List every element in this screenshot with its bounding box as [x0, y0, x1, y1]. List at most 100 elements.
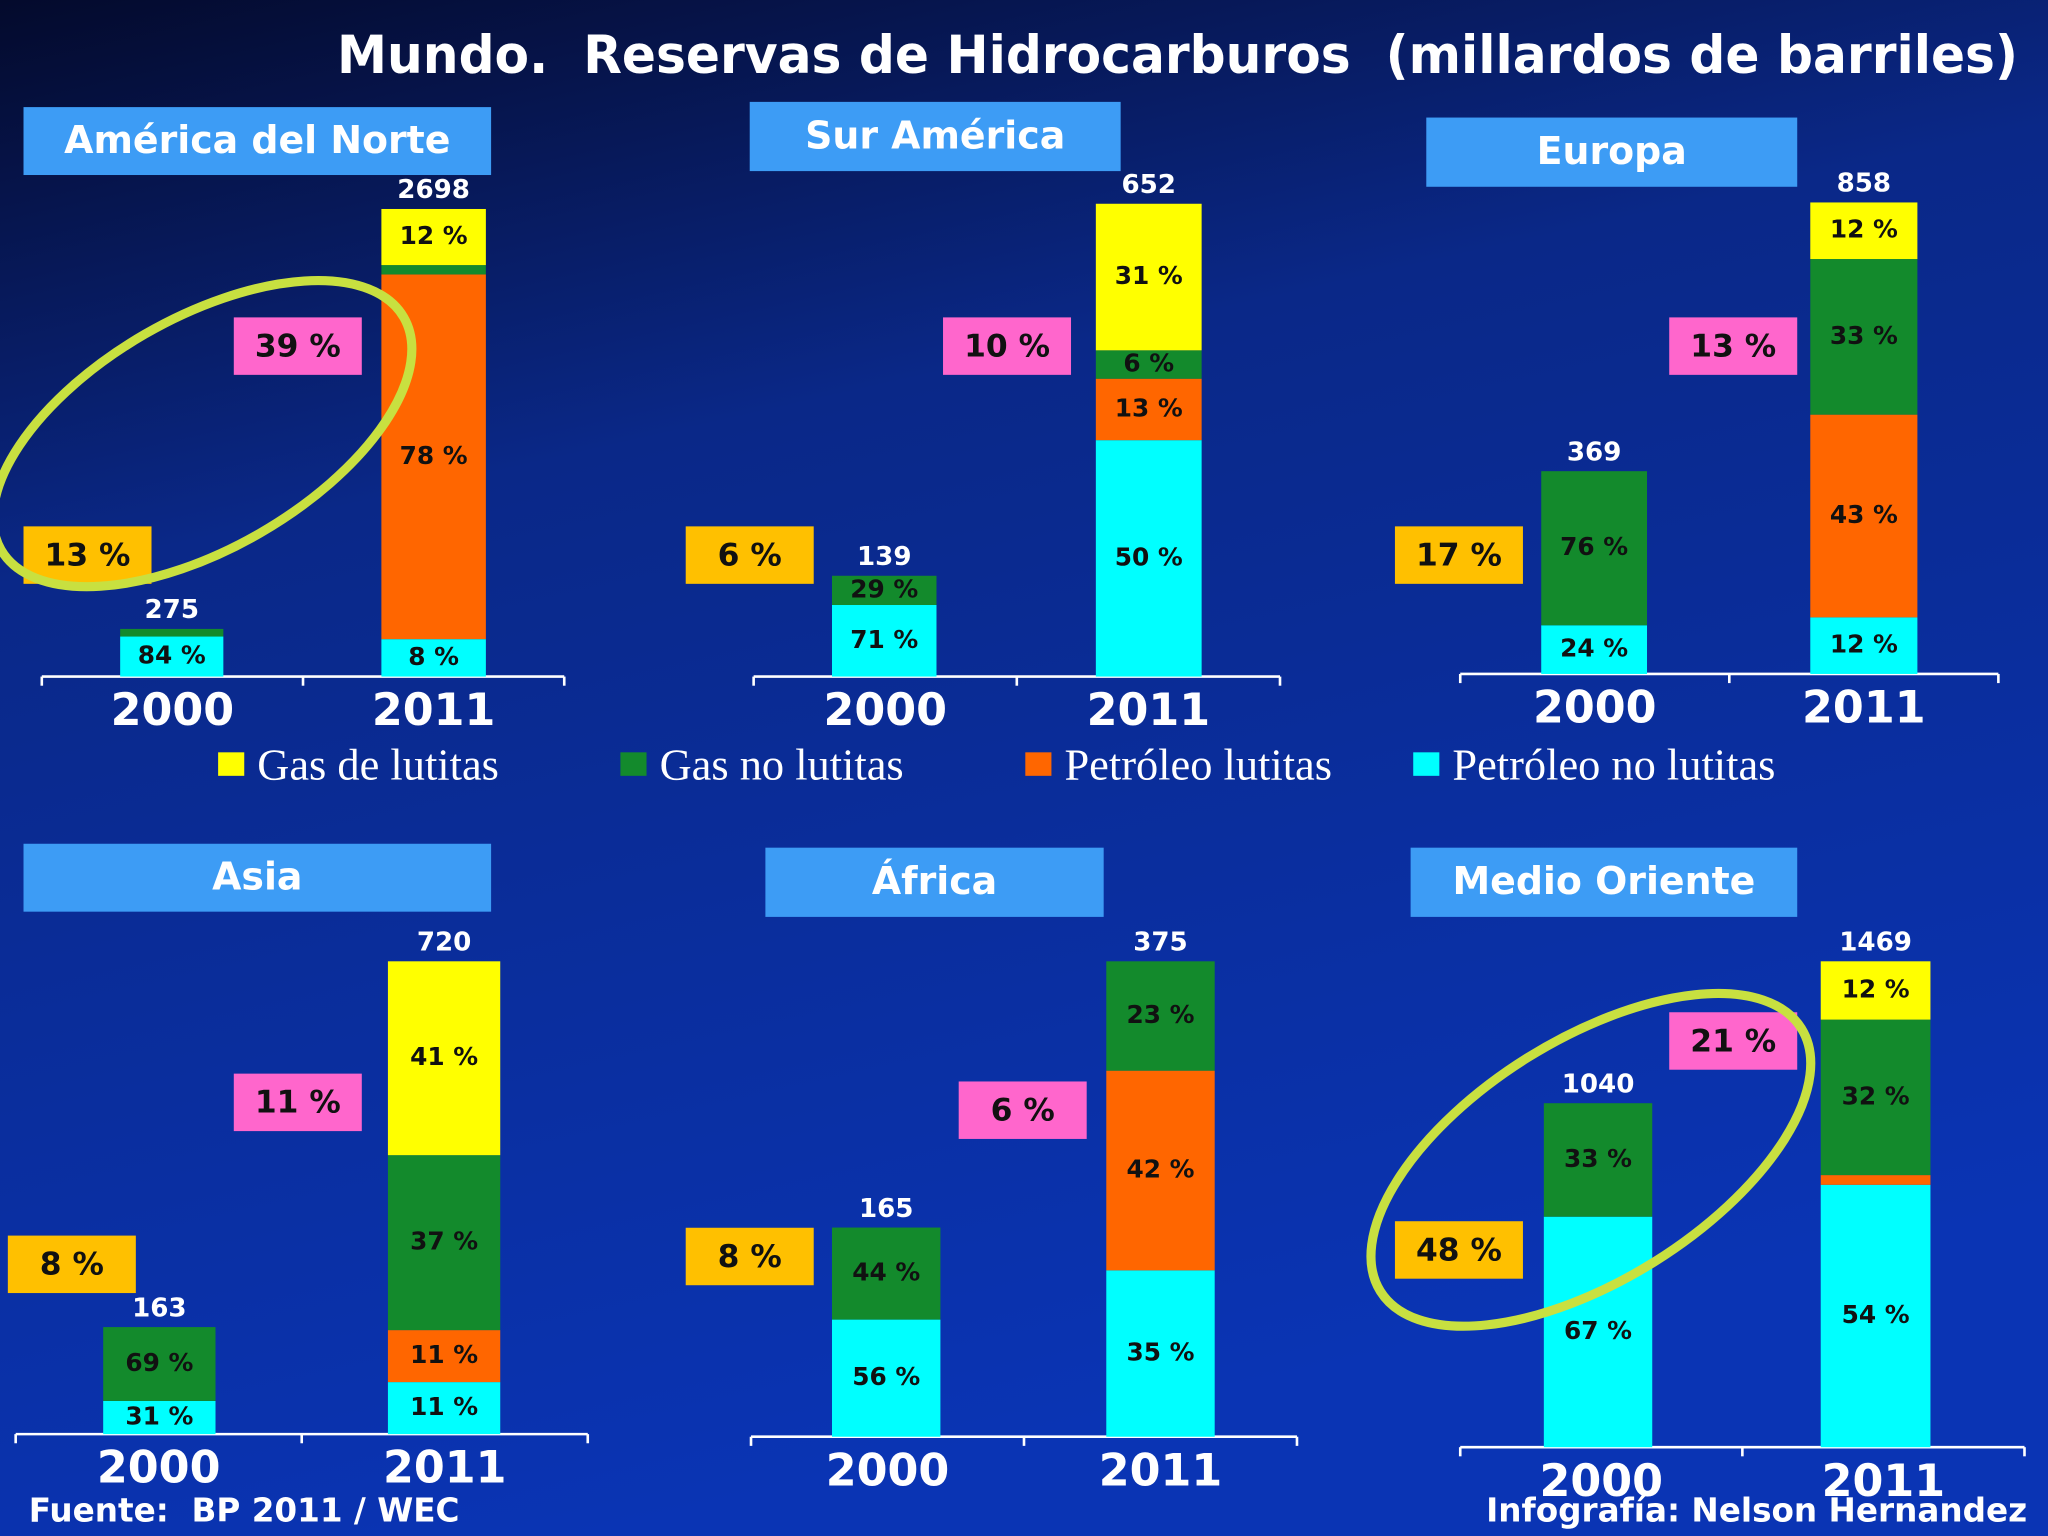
- segment-label: 11 %: [410, 1392, 478, 1421]
- legend-label: Petróleo no lutitas: [1452, 739, 1775, 789]
- segment-label: 33 %: [1830, 321, 1898, 350]
- callout-box: [23, 526, 152, 584]
- x-tick-label: 2000: [823, 685, 947, 736]
- segment-label: 6 %: [1123, 349, 1174, 378]
- bar-segment: [381, 265, 486, 275]
- bar-segment: [1095, 203, 1202, 351]
- bar-segment: [1810, 202, 1918, 260]
- legend-swatch: [1413, 752, 1440, 776]
- segment-label: 33 %: [1564, 1144, 1632, 1173]
- bar-segment: [832, 575, 937, 606]
- callout-label: 21 %: [1690, 1023, 1776, 1059]
- highlight-ellipse: [1366, 988, 1816, 1331]
- callout-label: 39 %: [255, 328, 341, 364]
- segment-label: 50 %: [1115, 542, 1183, 571]
- total-label: 369: [1567, 437, 1622, 467]
- bar-segment: [120, 636, 224, 677]
- bar-segment: [1095, 378, 1202, 441]
- total-label: 275: [144, 595, 199, 625]
- segment-label: 32 %: [1842, 1081, 1910, 1110]
- bar-segment: [1541, 471, 1648, 626]
- highlight-ellipse: [0, 276, 417, 592]
- segment-label: 29 %: [850, 574, 918, 603]
- panel-title-box: [23, 843, 492, 912]
- total-label: 720: [417, 928, 472, 958]
- panel-title-box: [749, 101, 1121, 172]
- callout-label: 11 %: [255, 1085, 341, 1121]
- callout-label: 10 %: [964, 328, 1050, 364]
- callout-box: [958, 1081, 1087, 1139]
- callout-box: [1669, 317, 1798, 375]
- bar-segment: [381, 274, 486, 640]
- segment-label: 54 %: [1842, 1300, 1910, 1329]
- bar-segment: [1106, 1270, 1215, 1437]
- segment-label: 13 %: [1115, 393, 1183, 422]
- panel-title: Asia: [212, 855, 302, 899]
- bar-segment: [1820, 1019, 1931, 1176]
- segment-label: 8 %: [408, 642, 459, 671]
- segment-label: 41 %: [410, 1042, 478, 1071]
- segment-label: 69 %: [125, 1348, 193, 1377]
- segment-label: 44 %: [852, 1258, 920, 1287]
- segment-label: 12 %: [1842, 974, 1910, 1003]
- x-tick-label: 2000: [97, 1443, 221, 1494]
- segment-label: 12 %: [400, 221, 468, 250]
- segment-label: 76 %: [1560, 532, 1628, 561]
- total-label: 163: [132, 1293, 187, 1323]
- bar-segment: [832, 605, 937, 677]
- x-tick-label: 2011: [1099, 1445, 1223, 1496]
- bar-segment: [103, 1327, 216, 1401]
- bar-segment: [103, 1400, 216, 1435]
- total-label: 375: [1133, 928, 1188, 958]
- callout-box: [7, 1235, 136, 1294]
- callout-box: [685, 526, 814, 584]
- segment-label: 67 %: [1564, 1316, 1632, 1345]
- bar-segment: [1810, 617, 1918, 674]
- bar-segment: [381, 208, 486, 266]
- bar-segment: [832, 1227, 941, 1320]
- callout-box: [1394, 1221, 1523, 1279]
- callout-box: [233, 1073, 362, 1132]
- bar-segment: [1543, 1103, 1653, 1217]
- bar-segment: [1810, 414, 1918, 618]
- callout-box: [233, 317, 362, 375]
- segment-label: 43 %: [1830, 500, 1898, 529]
- x-tick-label: 2011: [1087, 685, 1211, 736]
- x-tick-label: 2011: [383, 1443, 507, 1494]
- panel-title-box: [23, 107, 492, 176]
- x-tick-label: 2000: [1533, 683, 1657, 734]
- total-label: 165: [859, 1194, 914, 1224]
- panel-title-box: [1410, 847, 1798, 917]
- segment-label: 35 %: [1126, 1338, 1194, 1367]
- bar-segment: [120, 628, 224, 637]
- bar-segment: [387, 1155, 501, 1331]
- panel-title-box: [1426, 117, 1798, 187]
- bar-segment: [1106, 961, 1215, 1071]
- callout-label: 13 %: [1690, 328, 1776, 364]
- bar-segment: [381, 639, 486, 677]
- segment-label: 56 %: [852, 1362, 920, 1391]
- segment-label: 31 %: [1115, 261, 1183, 290]
- segment-label: 11 %: [410, 1340, 478, 1369]
- legend-swatch: [218, 752, 245, 776]
- legend-swatch: [1025, 752, 1052, 776]
- callout-label: 6 %: [718, 537, 782, 573]
- x-tick-label: 2000: [111, 685, 235, 736]
- segment-label: 12 %: [1830, 215, 1898, 244]
- segment-label: 12 %: [1830, 630, 1898, 659]
- panel-title: América del Norte: [64, 118, 450, 162]
- credit: Infografía: Nelson Hernandez: [1486, 1491, 2027, 1529]
- total-label: 2698: [397, 175, 470, 205]
- x-tick-label: 2000: [1540, 1456, 1664, 1507]
- bar-segment: [1820, 961, 1931, 1020]
- bar-segment: [1095, 350, 1202, 379]
- slide-title: Mundo. Reservas de Hidrocarburos (millar…: [337, 26, 2018, 86]
- callout-box: [685, 1227, 814, 1286]
- callout-label: 8 %: [40, 1247, 104, 1283]
- x-tick-label: 2000: [826, 1445, 950, 1496]
- panel-title: Sur América: [805, 113, 1065, 157]
- callout-label: 6 %: [991, 1093, 1055, 1129]
- bar-segment: [1541, 625, 1648, 674]
